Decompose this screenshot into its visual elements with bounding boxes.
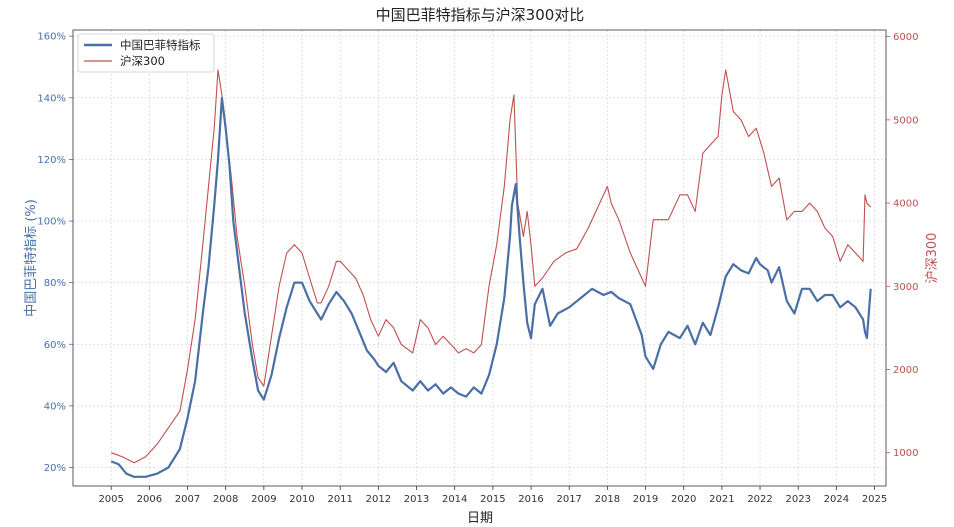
x-tick-label: 2012 xyxy=(366,494,391,505)
legend-box xyxy=(77,33,215,73)
right-tick-label: 6000 xyxy=(893,32,918,43)
x-tick-label: 2009 xyxy=(251,494,276,505)
left-tick-label: 60% xyxy=(44,340,66,351)
right-tick-label: 2000 xyxy=(893,365,918,376)
series-line-buffett xyxy=(110,96,872,478)
x-tick-label: 2010 xyxy=(289,494,314,505)
right-tick-label: 4000 xyxy=(893,199,918,210)
x-tick-label: 2011 xyxy=(327,494,352,505)
x-tick-label: 2019 xyxy=(633,494,658,505)
legend-label-hs300: 沪深300 xyxy=(120,54,165,68)
x-tick-label: 2018 xyxy=(595,494,620,505)
x-tick-label: 2013 xyxy=(404,494,429,505)
series-line-hs300 xyxy=(111,69,872,464)
right-tick-label: 1000 xyxy=(893,448,918,459)
x-tick-label: 2016 xyxy=(518,494,543,505)
x-axis-label: 日期 xyxy=(467,511,493,526)
x-tick-label: 2014 xyxy=(442,494,467,505)
plot-frame xyxy=(72,29,887,487)
y-axis-label-right: 沪深300 xyxy=(924,233,940,284)
x-tick-label: 2024 xyxy=(824,494,849,505)
left-tick-label: 140% xyxy=(37,93,66,104)
x-tick-label: 2005 xyxy=(98,494,123,505)
x-tick-label: 2023 xyxy=(785,494,810,505)
left-tick-label: 40% xyxy=(44,401,66,412)
chart-title: 中国巴菲特指标与沪深300对比 xyxy=(376,6,585,24)
x-tick-label: 2017 xyxy=(556,494,581,505)
left-tick-label: 120% xyxy=(37,155,66,166)
left-tick-label: 80% xyxy=(44,278,66,289)
x-tick-label: 2007 xyxy=(175,494,200,505)
left-axis-ticks: 20% 40% 60% 80% 100% 120% 140% 160% xyxy=(37,32,73,474)
left-tick-label: 100% xyxy=(37,217,66,228)
x-tick-label: 2020 xyxy=(671,494,696,505)
grid xyxy=(73,30,886,486)
x-tick-label: 2008 xyxy=(213,494,238,505)
x-tick-label: 2022 xyxy=(747,494,772,505)
x-tick-label: 2021 xyxy=(709,494,734,505)
legend: 中国巴菲特指标 沪深300 xyxy=(77,33,215,73)
x-tick-label: 2015 xyxy=(480,494,505,505)
right-tick-label: 3000 xyxy=(893,282,918,293)
series-layer xyxy=(110,69,872,478)
right-axis-ticks: 1000 2000 3000 4000 5000 6000 xyxy=(886,32,918,459)
right-tick-label: 5000 xyxy=(893,115,918,126)
x-tick-label: 2025 xyxy=(862,494,887,505)
left-tick-label: 20% xyxy=(44,463,66,474)
x-tick-label: 2006 xyxy=(137,494,162,505)
x-axis-ticks: 2005 2006 2007 2008 2009 2010 2011 2012 2013 2014… xyxy=(98,486,887,505)
left-tick-label: 160% xyxy=(37,32,66,43)
y-axis-label-left: 中国巴菲特指标 (%) xyxy=(24,199,39,317)
legend-label-buffett: 中国巴菲特指标 xyxy=(120,38,201,52)
